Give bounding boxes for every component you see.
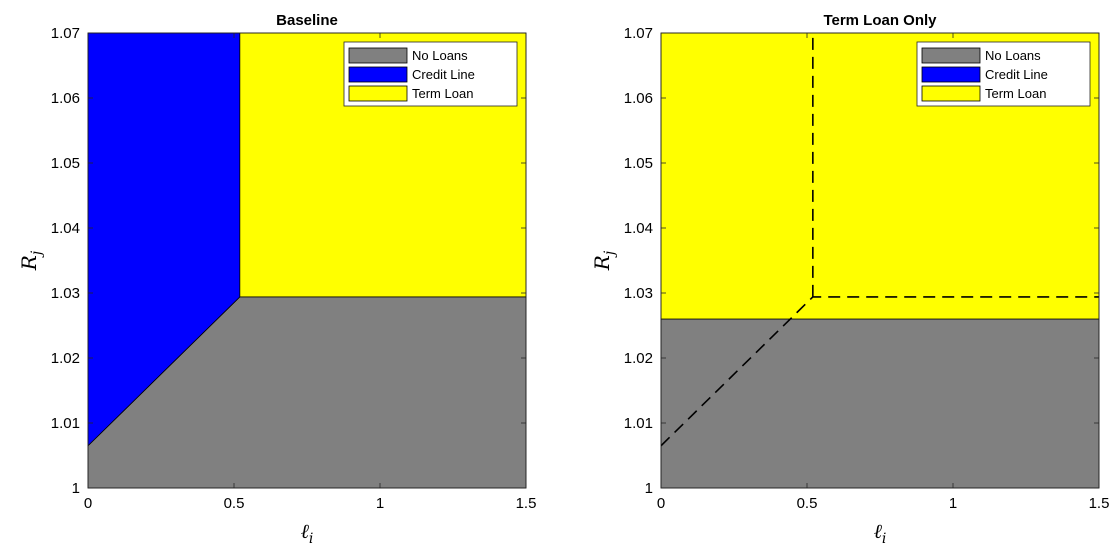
y-tick-label: 1.03 <box>624 285 653 302</box>
y-tick-label: 1.02 <box>51 350 80 367</box>
y-tick-label: 1 <box>72 480 80 497</box>
legend-swatch-term-loan <box>348 85 408 102</box>
y-tick-label: 1 <box>645 480 653 497</box>
y-tick-label: 1.07 <box>624 25 653 42</box>
x-tick-label: 0 <box>84 495 92 512</box>
y-tick-label: 1.03 <box>51 285 80 302</box>
legend-swatch-credit-line <box>348 66 408 83</box>
chart-title: Term Loan Only <box>823 12 937 29</box>
y-tick-label: 1.06 <box>624 90 653 107</box>
y-axis-label: Rj <box>17 250 45 271</box>
y-tick-label: 1.05 <box>51 155 80 172</box>
legend: No Loans Credit Line Term Loan <box>343 41 518 107</box>
y-tick-label: 1.06 <box>51 90 80 107</box>
y-tick-label: 1.04 <box>624 220 653 237</box>
y-tick-label: 1.07 <box>51 25 80 42</box>
region-no-loans <box>660 318 1100 489</box>
axes-box <box>660 32 1100 489</box>
x-tick-label: 0.5 <box>797 495 818 512</box>
x-axis-label: ℓi <box>874 519 887 547</box>
x-tick-label: 1 <box>949 495 957 512</box>
legend-swatch-no-loans <box>921 47 981 64</box>
legend-swatch-term-loan <box>921 85 981 102</box>
y-tick-label: 1.01 <box>51 415 80 432</box>
y-tick-label: 1.04 <box>51 220 80 237</box>
legend-swatch-no-loans <box>348 47 408 64</box>
x-tick-label: 0 <box>657 495 665 512</box>
y-axis-label: Rj <box>590 250 618 271</box>
legend-label: Term Loan <box>985 86 1046 101</box>
y-tick-label: 1.01 <box>624 415 653 432</box>
legend-label: Credit Line <box>985 67 1048 82</box>
legend: No Loans Credit Line Term Loan <box>916 41 1091 107</box>
chart-panel-1: 0 0.5 1 1.5 1 1.01 1.02 1.03 1.04 1.05 1.06 1.07 Bas… <box>17 12 536 547</box>
legend-label: Credit Line <box>412 67 475 82</box>
y-tick-label: 1.05 <box>624 155 653 172</box>
x-axis-label: ℓi <box>301 519 314 547</box>
legend-swatch-credit-line <box>921 66 981 83</box>
x-tick-label: 1.5 <box>516 495 537 512</box>
legend-label: Term Loan <box>412 86 473 101</box>
x-tick-label: 1 <box>376 495 384 512</box>
legend-label: No Loans <box>412 48 468 63</box>
chart-title: Baseline <box>276 12 338 29</box>
legend-label: No Loans <box>985 48 1041 63</box>
y-tick-label: 1.02 <box>624 350 653 367</box>
chart-panel-2: 0 0.5 1 1.5 1 1.01 1.02 1.03 1.04 1.05 1.06 1.07 Ter… <box>590 12 1109 547</box>
x-tick-label: 1.5 <box>1089 495 1110 512</box>
axes-box <box>87 32 527 489</box>
x-tick-label: 0.5 <box>224 495 245 512</box>
